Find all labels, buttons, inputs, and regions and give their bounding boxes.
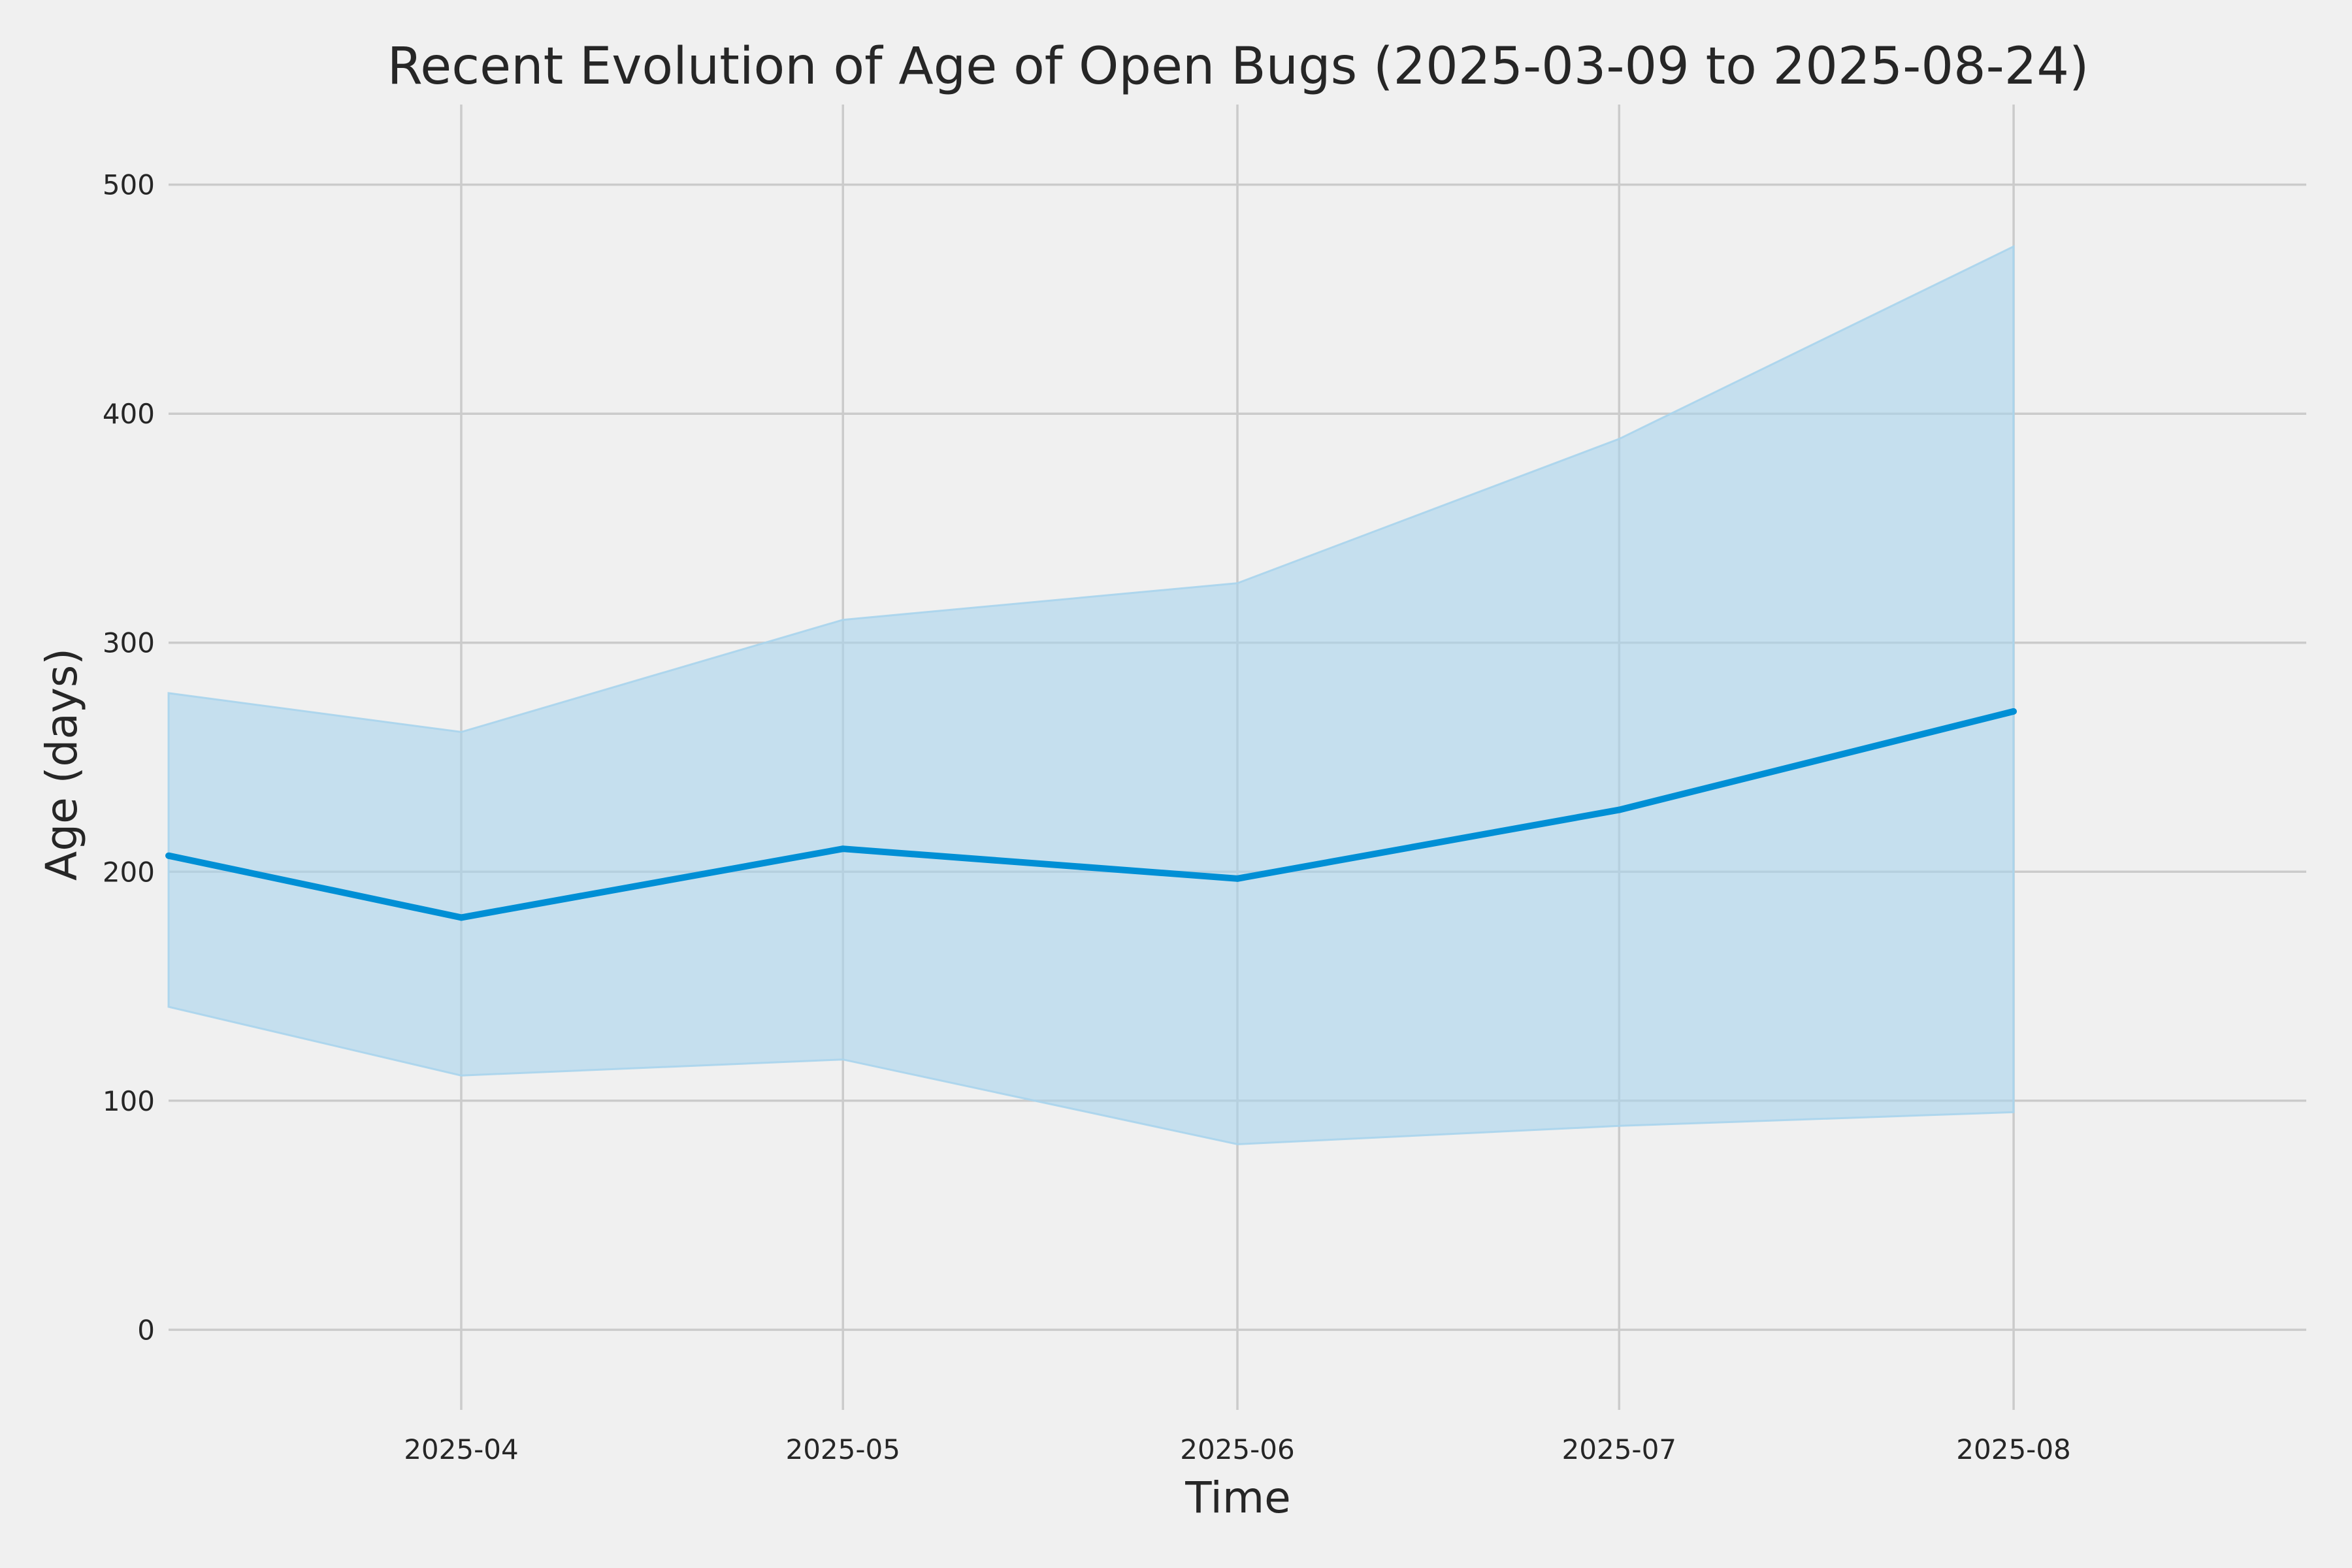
x-tick-label: 2025-07: [1562, 1433, 1677, 1465]
y-tick-label: 200: [103, 856, 155, 888]
y-axis-label: Age (days): [37, 648, 87, 881]
data-point: [840, 845, 847, 853]
y-tick-label: 400: [103, 398, 155, 430]
data-point: [2010, 708, 2017, 715]
tick-labels: 0 100 200 300 400 500 2025-04 2025-05 2025-06 202…: [103, 169, 2071, 1465]
series-line: [167, 708, 2015, 921]
y-tick-label: 300: [103, 627, 155, 659]
x-tick-label: 2025-05: [785, 1433, 900, 1465]
x-tick-label: 2025-08: [1956, 1433, 2071, 1465]
series-line-layer: [165, 708, 2017, 921]
x-axis-label: Time: [1184, 1473, 1291, 1523]
confidence-band-layer: [167, 244, 2015, 1145]
data-point: [165, 852, 172, 859]
y-tick-label: 100: [103, 1085, 155, 1117]
x-tick-label: 2025-04: [404, 1433, 519, 1465]
x-tick-label: 2025-06: [1180, 1433, 1295, 1465]
confidence-band: [167, 244, 2015, 1145]
chart-title: Recent Evolution of Age of Open Bugs (20…: [387, 37, 2089, 96]
data-point: [1616, 806, 1623, 813]
y-tick-label: 500: [103, 169, 155, 201]
y-tick-label: 0: [137, 1314, 155, 1346]
data-point: [457, 914, 465, 921]
data-point: [1234, 875, 1241, 882]
